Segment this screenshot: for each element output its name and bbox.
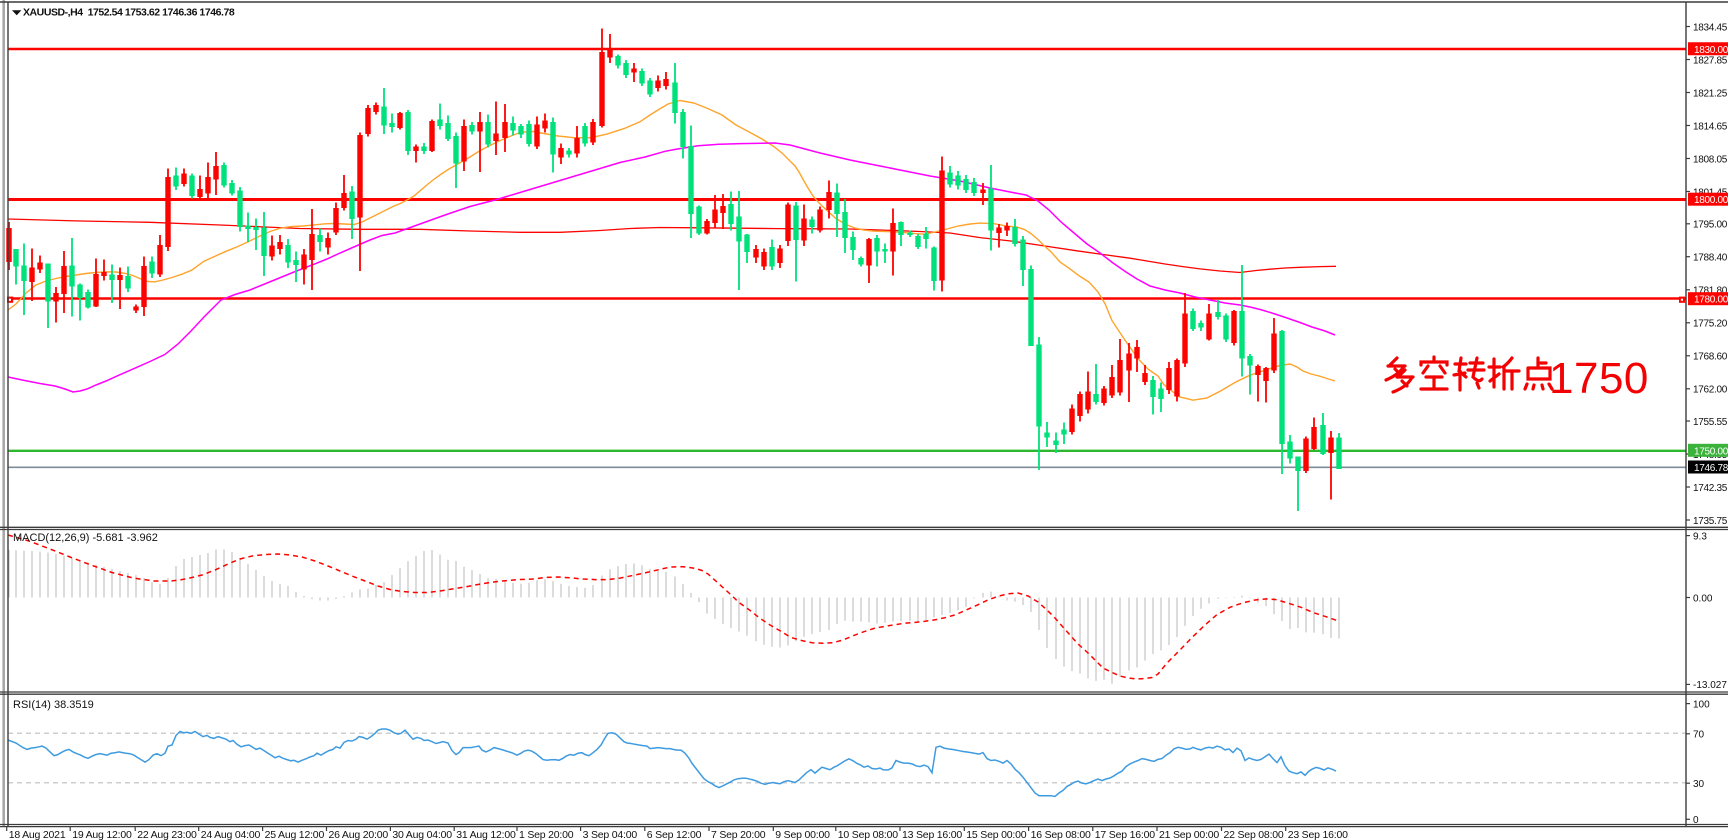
svg-text:22 Aug 23:00: 22 Aug 23:00 <box>137 829 197 840</box>
svg-text:1814.65: 1814.65 <box>1693 121 1728 132</box>
svg-text:1762.00: 1762.00 <box>1693 385 1728 396</box>
svg-text:19 Aug 12:00: 19 Aug 12:00 <box>72 829 132 840</box>
svg-text:1808.05: 1808.05 <box>1693 154 1728 165</box>
svg-text:6 Sep 12:00: 6 Sep 12:00 <box>647 829 702 840</box>
svg-text:70: 70 <box>1693 730 1705 741</box>
svg-text:16 Sep 08:00: 16 Sep 08:00 <box>1031 829 1091 840</box>
svg-text:1781.80: 1781.80 <box>1693 286 1728 297</box>
svg-text:0: 0 <box>1693 815 1699 826</box>
svg-text:1821.25: 1821.25 <box>1693 88 1728 99</box>
svg-text:-13.027: -13.027 <box>1693 680 1727 691</box>
svg-text:25 Aug 12:00: 25 Aug 12:00 <box>265 829 325 840</box>
svg-text:1742.35: 1742.35 <box>1693 483 1728 494</box>
svg-text:1 Sep 20:00: 1 Sep 20:00 <box>519 829 574 840</box>
svg-text:1755.55: 1755.55 <box>1693 417 1728 428</box>
svg-text:1775.20: 1775.20 <box>1693 319 1728 330</box>
svg-text:1750: 1750 <box>1549 354 1649 403</box>
svg-text:1830.00: 1830.00 <box>1694 45 1728 56</box>
svg-text:24 Aug 04:00: 24 Aug 04:00 <box>201 829 261 840</box>
svg-text:7 Sep 20:00: 7 Sep 20:00 <box>711 829 766 840</box>
svg-text:1750.00: 1750.00 <box>1694 446 1728 457</box>
svg-text:1746.78: 1746.78 <box>1694 463 1728 474</box>
svg-text:18 Aug 2021: 18 Aug 2021 <box>9 829 66 840</box>
svg-text:9.3: 9.3 <box>1693 531 1707 542</box>
svg-text:10 Sep 08:00: 10 Sep 08:00 <box>838 829 898 840</box>
svg-text:30 Aug 04:00: 30 Aug 04:00 <box>392 829 452 840</box>
svg-text:1735.75: 1735.75 <box>1693 516 1728 527</box>
svg-text:31 Aug 12:00: 31 Aug 12:00 <box>456 829 516 840</box>
svg-text:9 Sep 00:00: 9 Sep 00:00 <box>775 829 830 840</box>
svg-text:1795.00: 1795.00 <box>1693 220 1728 231</box>
svg-text:17 Sep 16:00: 17 Sep 16:00 <box>1095 829 1155 840</box>
svg-text:MACD(12,26,9) -5.681 -3.962: MACD(12,26,9) -5.681 -3.962 <box>13 532 158 544</box>
svg-text:XAUUSD-,H4 1752.54 1753.62 17: XAUUSD-,H4 1752.54 1753.62 1746.36 1746.… <box>23 7 235 19</box>
svg-text:1834.45: 1834.45 <box>1693 22 1728 33</box>
svg-text:21 Sep 00:00: 21 Sep 00:00 <box>1159 829 1219 840</box>
svg-text:30: 30 <box>1693 779 1705 790</box>
svg-text:23 Sep 16:00: 23 Sep 16:00 <box>1288 829 1348 840</box>
svg-text:1768.60: 1768.60 <box>1693 352 1728 363</box>
svg-text:100: 100 <box>1693 699 1710 710</box>
svg-text:1788.40: 1788.40 <box>1693 253 1728 264</box>
svg-text:1827.85: 1827.85 <box>1693 55 1728 66</box>
svg-text:15 Sep 00:00: 15 Sep 00:00 <box>966 829 1026 840</box>
svg-text:3 Sep 04:00: 3 Sep 04:00 <box>583 829 638 840</box>
svg-text:1800.00: 1800.00 <box>1694 195 1728 206</box>
svg-text:26 Aug 20:00: 26 Aug 20:00 <box>329 829 389 840</box>
svg-text:13 Sep 16:00: 13 Sep 16:00 <box>902 829 962 840</box>
svg-text:0.00: 0.00 <box>1693 593 1713 604</box>
svg-text:RSI(14) 38.3519: RSI(14) 38.3519 <box>13 699 94 711</box>
svg-text:1780.00: 1780.00 <box>1694 295 1728 306</box>
svg-text:22 Sep 08:00: 22 Sep 08:00 <box>1224 829 1284 840</box>
